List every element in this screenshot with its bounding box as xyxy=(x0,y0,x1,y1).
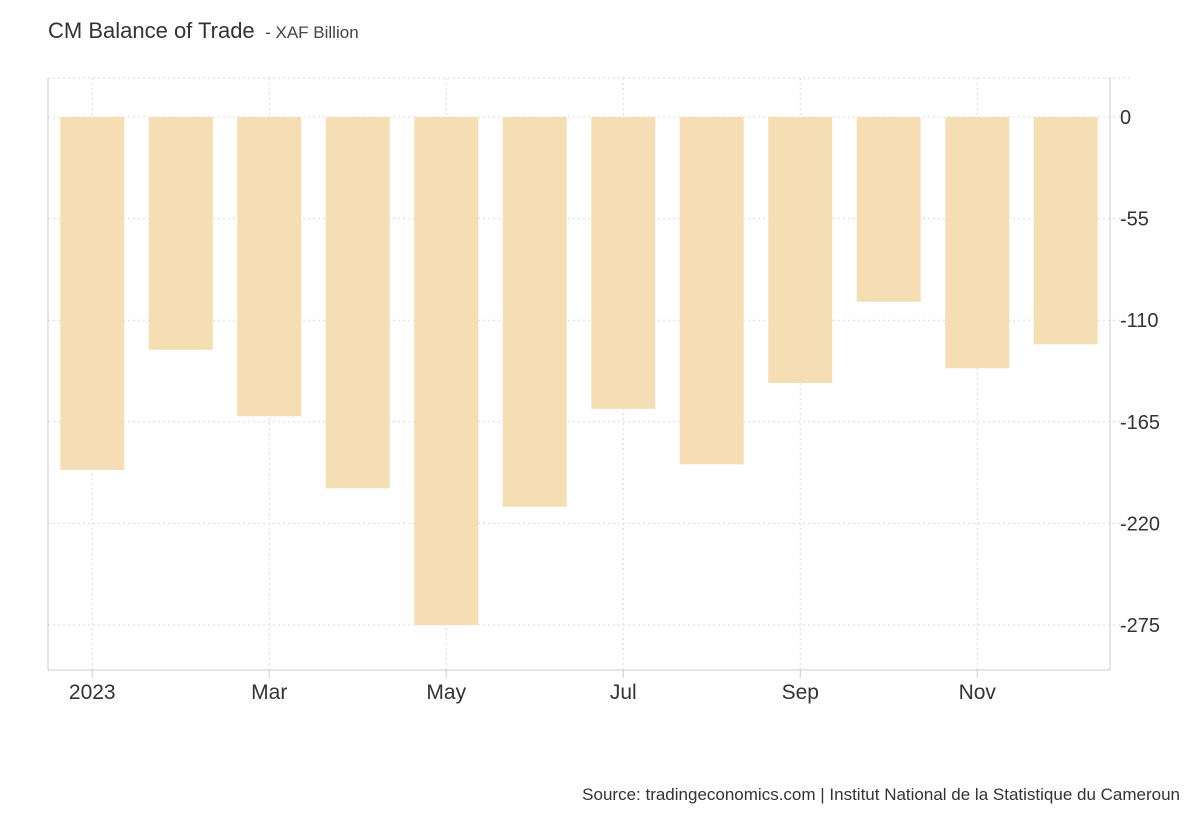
x-tick-label: Mar xyxy=(251,681,287,704)
bar xyxy=(237,117,302,417)
bar xyxy=(768,117,833,384)
x-tick-label: Sep xyxy=(782,681,819,704)
bar xyxy=(325,117,390,489)
axes xyxy=(47,78,1111,678)
x-tick-label: May xyxy=(426,681,466,704)
x-tick-label: Nov xyxy=(959,681,997,704)
y-tick-label: -275 xyxy=(1120,615,1160,637)
y-tick-label: -165 xyxy=(1120,412,1160,434)
bar xyxy=(591,117,656,409)
chart-title: CM Balance of Trade xyxy=(48,18,255,43)
source-note: Source: tradingeconomics.com | Institut … xyxy=(582,785,1180,804)
bar xyxy=(502,117,567,507)
chart-subtitle: - XAF Billion xyxy=(265,23,359,42)
y-tick-labels: 0 -55 -110 -165 -220 -275 xyxy=(1120,107,1160,637)
bar xyxy=(414,117,479,625)
bar xyxy=(945,117,1010,369)
x-tick-label: Jul xyxy=(610,681,637,704)
y-tick-label: -220 xyxy=(1120,513,1160,535)
y-tick-label: -110 xyxy=(1120,310,1159,332)
bar xyxy=(679,117,744,465)
y-tick-label: 0 xyxy=(1120,107,1131,129)
bar xyxy=(60,117,125,470)
bar xyxy=(148,117,213,350)
y-tick-label: -55 xyxy=(1120,209,1149,231)
chart-header: CM Balance of Trade - XAF Billion xyxy=(48,18,359,44)
x-tick-label: 2023 xyxy=(69,681,116,704)
bar xyxy=(856,117,921,302)
bars xyxy=(60,117,1098,625)
bar xyxy=(1033,117,1098,345)
x-tick-labels: 2023 Mar May Jul Sep Nov xyxy=(69,681,997,704)
